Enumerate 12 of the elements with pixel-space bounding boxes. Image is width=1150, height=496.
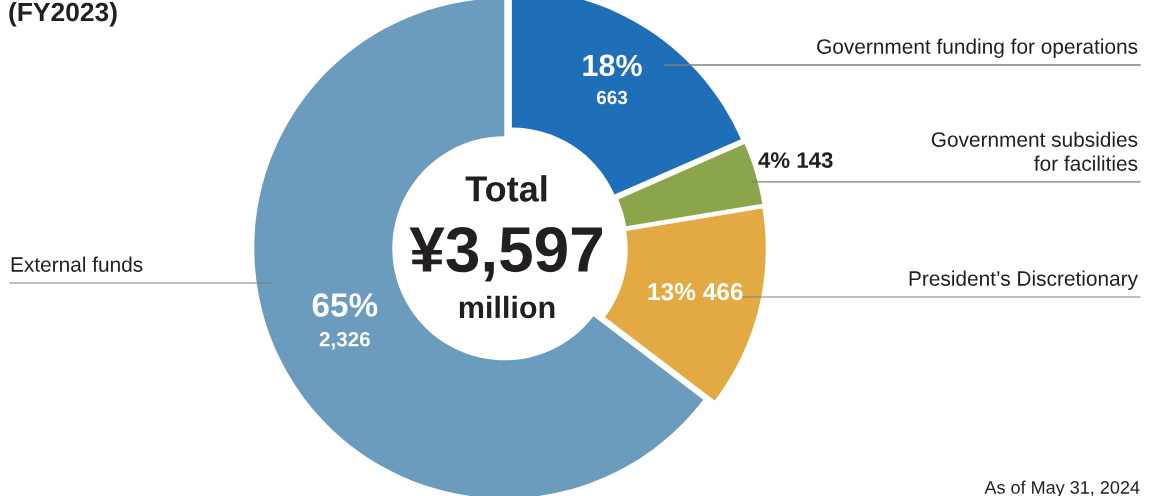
slice-label: External funds bbox=[11, 256, 143, 272]
chart-title: (FY2023) bbox=[9, 2, 117, 27]
slice-label: Government subsidies for facilities bbox=[931, 131, 1138, 171]
text: million bbox=[459, 295, 555, 319]
text: ¥3,597 bbox=[409, 226, 602, 282]
slice-label: Government funding for operations bbox=[817, 38, 1138, 58]
slice-label: President’s Discretionary bbox=[909, 270, 1138, 290]
text: Total bbox=[465, 175, 547, 202]
data-label: 13% 466 bbox=[648, 283, 743, 301]
data-label: 65% 2,326 bbox=[312, 293, 378, 350]
data-label: 18% 663 bbox=[583, 54, 642, 105]
data-label: 4% 143 bbox=[758, 152, 833, 168]
